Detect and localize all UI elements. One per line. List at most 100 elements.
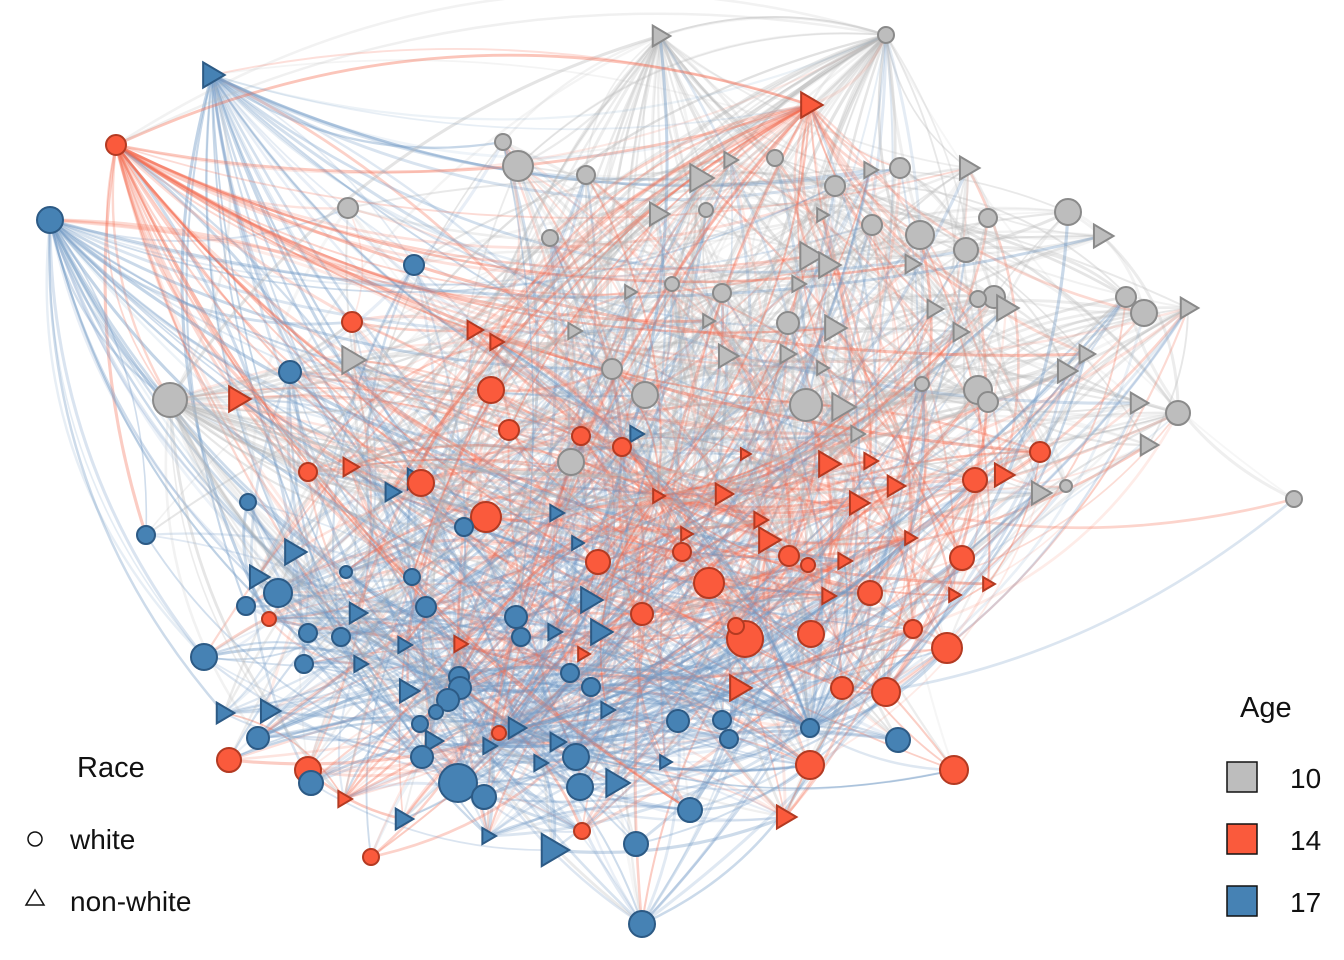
- network-edge: [236, 397, 579, 545]
- network-edge: [105, 144, 171, 401]
- network-edge: [642, 35, 661, 215]
- network-edge: [520, 636, 811, 766]
- network-edge: [355, 611, 738, 660]
- network-node: [877, 26, 895, 44]
- network-node: [397, 635, 415, 655]
- network-edge: [446, 452, 747, 702]
- network-edge: [707, 576, 872, 595]
- network-edge: [516, 164, 900, 742]
- network-edge: [606, 176, 702, 926]
- network-node: [723, 150, 741, 170]
- network-edge: [823, 33, 888, 267]
- network-edge: [786, 166, 970, 325]
- network-node: [996, 293, 1021, 323]
- network-edge: [458, 627, 915, 680]
- network-edge: [211, 74, 415, 266]
- network-edge: [658, 34, 808, 407]
- network-edge: [355, 236, 552, 615]
- network-node: [577, 645, 592, 663]
- network-edge: [808, 352, 1088, 730]
- network-node: [624, 283, 639, 301]
- network-edge: [575, 536, 912, 575]
- network-edge: [738, 479, 976, 689]
- network-edge: [520, 512, 558, 638]
- network-edge: [808, 103, 922, 237]
- network-node: [481, 826, 499, 846]
- network-edge: [953, 296, 1127, 596]
- network-edge: [783, 591, 872, 819]
- network-node: [886, 473, 908, 499]
- network-edge: [578, 382, 924, 789]
- network-edge: [548, 236, 729, 358]
- network-edge: [554, 486, 912, 540]
- network-edge: [486, 538, 770, 838]
- network-edge: [114, 143, 812, 271]
- network-edge: [796, 282, 956, 597]
- network-node: [631, 381, 659, 409]
- network-edge: [494, 340, 660, 498]
- network-edge: [434, 208, 708, 714]
- network-edge: [573, 249, 967, 344]
- network-edge: [286, 370, 424, 759]
- network-edge: [554, 403, 808, 515]
- network-edge: [350, 358, 644, 926]
- network-edge: [538, 282, 683, 765]
- age-legend-label-10: 10: [1290, 763, 1321, 794]
- network-edge: [114, 143, 486, 799]
- network-edge: [589, 685, 812, 767]
- network-edge: [579, 434, 787, 819]
- network-edge: [611, 368, 660, 497]
- network-edge: [309, 634, 747, 785]
- network-edge: [256, 33, 888, 579]
- network-node: [623, 831, 649, 857]
- network-edge: [242, 500, 271, 621]
- network-edge: [169, 399, 858, 485]
- network-edge: [48, 218, 172, 402]
- network-edge: [487, 212, 667, 748]
- network-edge: [684, 532, 724, 722]
- network-edge: [432, 702, 811, 742]
- network-edge: [48, 218, 624, 451]
- network-edge: [514, 166, 970, 730]
- network-edge: [840, 168, 897, 690]
- network-edge: [458, 353, 788, 678]
- network-edge: [685, 214, 823, 535]
- network-edge: [787, 322, 872, 594]
- network-edge: [114, 143, 572, 675]
- network-edge: [247, 501, 617, 784]
- network-edge: [785, 352, 1140, 423]
- network-node: [939, 755, 969, 785]
- network-edge: [720, 184, 837, 496]
- network-edge: [256, 176, 702, 740]
- network-edge: [484, 411, 1180, 530]
- network-edge: [419, 236, 552, 485]
- network-edge: [514, 726, 618, 785]
- network-edge: [1147, 307, 1189, 446]
- network-edge: [656, 212, 1104, 258]
- network-edge: [211, 74, 637, 435]
- network-node: [394, 806, 416, 832]
- network-edge: [227, 630, 556, 762]
- network-edge: [574, 263, 830, 759]
- network-edge: [702, 209, 728, 357]
- network-edge: [114, 0, 888, 147]
- network-edge: [276, 578, 812, 730]
- network-node: [1030, 479, 1054, 507]
- network-edge: [698, 176, 996, 299]
- network-edge: [688, 686, 741, 812]
- network-edge: [456, 541, 579, 785]
- network-edge: [516, 164, 647, 397]
- network-edge: [355, 515, 488, 615]
- network-node: [1029, 441, 1051, 463]
- network-edge: [210, 73, 812, 730]
- network-edge: [519, 34, 662, 639]
- network-edge: [268, 576, 413, 620]
- network-edge: [584, 173, 813, 636]
- network-edge: [671, 273, 1067, 372]
- network-edge: [211, 74, 835, 330]
- network-edge: [406, 428, 511, 693]
- network-edge: [868, 450, 1042, 595]
- network-edge: [103, 143, 148, 537]
- network-edge: [49, 219, 646, 398]
